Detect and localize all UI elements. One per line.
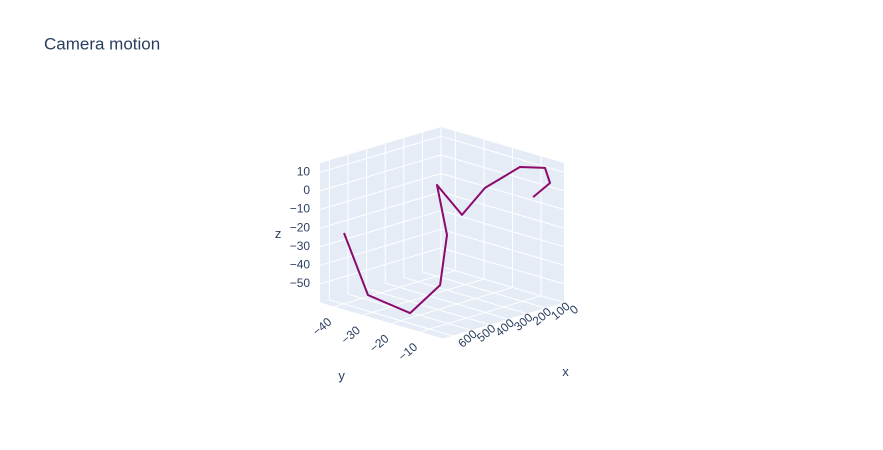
z-axis-title: z (275, 226, 282, 241)
z-tick-label: −40 (290, 257, 311, 271)
grid-line (440, 210, 565, 248)
grid-line (319, 154, 442, 192)
grid-line (440, 228, 565, 266)
grid-line (319, 191, 442, 229)
grid-line (366, 288, 490, 326)
z-tick-label: −30 (290, 239, 311, 253)
y-tick-label: −10 (396, 340, 421, 364)
wall (320, 127, 441, 303)
grid-line (319, 173, 442, 210)
grid-line (440, 154, 565, 192)
z-tick-label: −10 (290, 202, 311, 216)
grid-line (334, 270, 456, 308)
y-tick-label: −40 (310, 314, 335, 338)
z-tick-label: 0 (303, 183, 310, 197)
trajectory-line (343, 166, 551, 315)
y-tick-label: −20 (367, 331, 392, 355)
floor (320, 266, 564, 339)
grid-line (420, 295, 542, 333)
chart-title: Camera motion (44, 34, 160, 53)
grid-line (440, 135, 565, 173)
z-tick-label: −50 (290, 276, 311, 290)
grid-line (440, 247, 565, 285)
grid-line (440, 191, 565, 229)
grid-line (362, 278, 485, 316)
grid-line (319, 228, 442, 266)
y-tick-label: −30 (338, 323, 363, 347)
x-axis-title: x (562, 364, 569, 379)
z-tick-label: 10 (297, 164, 311, 178)
y-axis-title: y (338, 368, 345, 383)
grid-line (319, 135, 442, 173)
grid-line (440, 266, 565, 303)
grid-line (391, 286, 513, 324)
grid-line (385, 282, 509, 320)
grid-line (422, 271, 546, 309)
z-tick-label: −20 (290, 220, 311, 234)
grid-line (403, 277, 527, 315)
grid-line (319, 210, 442, 248)
wall (441, 127, 564, 303)
grid-line (440, 173, 565, 210)
grid-line (319, 247, 442, 285)
grid-line (329, 299, 453, 337)
